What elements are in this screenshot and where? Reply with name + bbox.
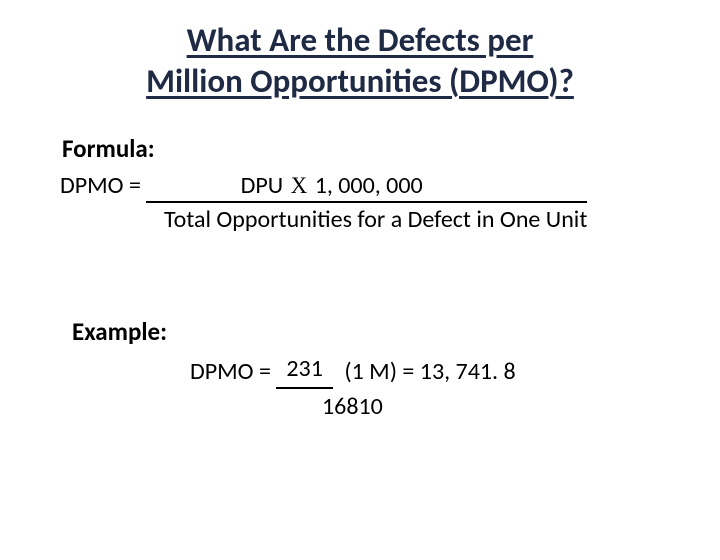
spacer-right bbox=[423, 171, 586, 200]
example-tail: (1 M) = 13, 741. 8 bbox=[339, 357, 516, 386]
title-line-1: What Are the Defects per bbox=[187, 20, 534, 60]
example-lhs: DPMO = bbox=[190, 357, 276, 386]
formula-denominator: Total Opportunities for a Defect in One … bbox=[164, 204, 720, 236]
numerator-pre: DPU bbox=[241, 171, 289, 200]
multiply-glyph: X bbox=[289, 173, 310, 198]
numerator-post: 1, 000, 000 bbox=[309, 171, 422, 200]
title-line-2: Million Opportunities (DPMO)? bbox=[146, 61, 574, 101]
slide-title: What Are the Defects per Million Opportu… bbox=[0, 20, 720, 103]
example-denominator: 16810 bbox=[322, 391, 720, 423]
example-block: DPMO = 231 (1 M) = 13, 741. 8 16810 bbox=[190, 353, 720, 423]
example-section-label: Example: bbox=[72, 316, 720, 347]
example-top-row: DPMO = 231 (1 M) = 13, 741. 8 bbox=[190, 353, 720, 388]
formula-block: DPMO = DPU X 1, 000, 000 Total Opportuni… bbox=[60, 170, 720, 237]
example-numerator: 231 bbox=[276, 353, 333, 388]
formula-top-row: DPMO = DPU X 1, 000, 000 bbox=[60, 170, 720, 202]
formula-section-label: Formula: bbox=[62, 133, 720, 164]
formula-numerator: DPU X 1, 000, 000 bbox=[146, 170, 587, 202]
formula-lhs: DPMO = bbox=[60, 171, 146, 200]
spacer-left bbox=[148, 171, 240, 200]
